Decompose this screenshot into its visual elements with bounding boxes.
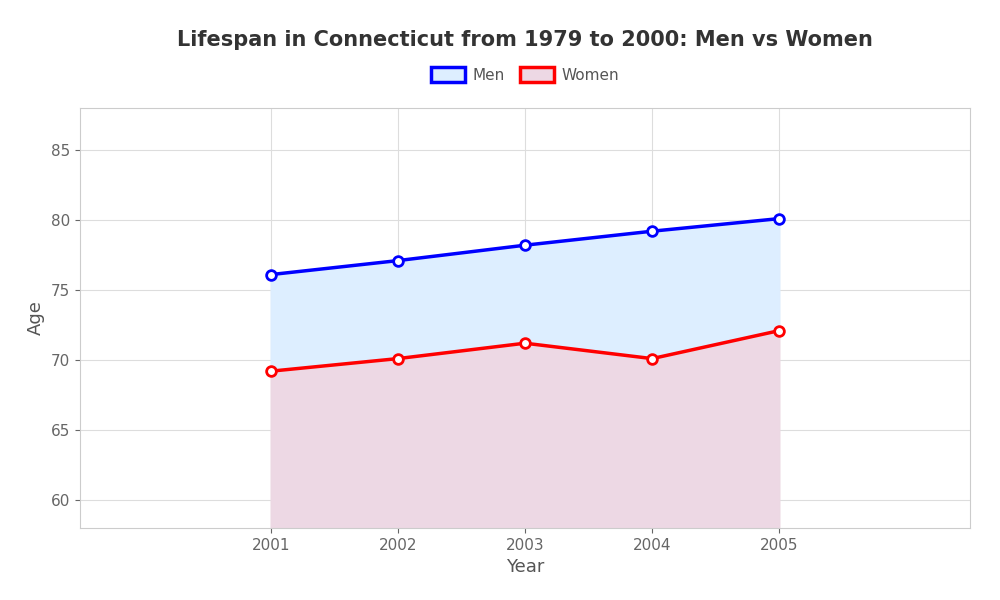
Title: Lifespan in Connecticut from 1979 to 2000: Men vs Women: Lifespan in Connecticut from 1979 to 200… (177, 29, 873, 49)
Y-axis label: Age: Age (27, 301, 45, 335)
Legend: Men, Women: Men, Women (425, 61, 625, 89)
X-axis label: Year: Year (506, 558, 544, 576)
